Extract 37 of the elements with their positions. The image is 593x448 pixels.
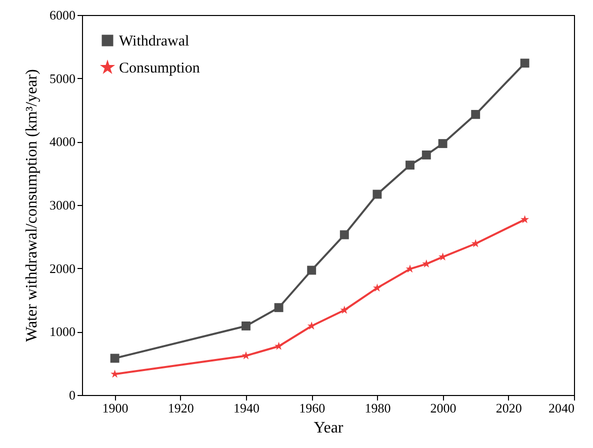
point xyxy=(471,239,480,248)
point xyxy=(340,230,349,240)
x-tick-label: 2000 xyxy=(430,400,456,416)
point xyxy=(307,266,316,275)
y-tick-label: 3000 xyxy=(50,198,76,212)
point xyxy=(340,306,349,314)
y-tick-label: 4000 xyxy=(50,134,76,150)
point xyxy=(110,354,120,363)
x-tick-label: 2020 xyxy=(496,400,522,416)
point xyxy=(372,190,382,199)
legend-label: Withdrawal xyxy=(119,34,190,50)
point xyxy=(471,110,480,119)
point xyxy=(242,321,250,330)
x-tick-label: 1920 xyxy=(168,400,194,416)
point xyxy=(438,139,448,148)
legend-label: Consumption xyxy=(119,60,200,76)
y-tick-label: 2000 xyxy=(50,260,76,276)
y-tick-label: 1000 xyxy=(50,324,76,340)
y-tick-label: 6000 xyxy=(50,8,76,22)
y-tick-label: 0 xyxy=(69,388,76,402)
y-tick-label: 5000 xyxy=(50,70,76,86)
x-tick-label: 1960 xyxy=(299,400,326,416)
point xyxy=(307,321,316,330)
point xyxy=(520,215,530,224)
point xyxy=(274,303,284,312)
point xyxy=(372,283,382,292)
x-tick-label: 2040 xyxy=(548,400,574,416)
x-axis-title: Year xyxy=(314,420,344,436)
y-axis-title: Water withdrawal/consumption (km³/year) xyxy=(24,69,40,342)
x-tick-label: 1940 xyxy=(234,400,260,416)
x-tick-label: 1980 xyxy=(364,400,391,416)
point xyxy=(422,150,431,160)
point xyxy=(274,342,284,350)
x-tick-label: 1900 xyxy=(102,400,128,416)
point xyxy=(520,58,530,68)
point xyxy=(406,160,414,170)
point xyxy=(110,370,120,378)
